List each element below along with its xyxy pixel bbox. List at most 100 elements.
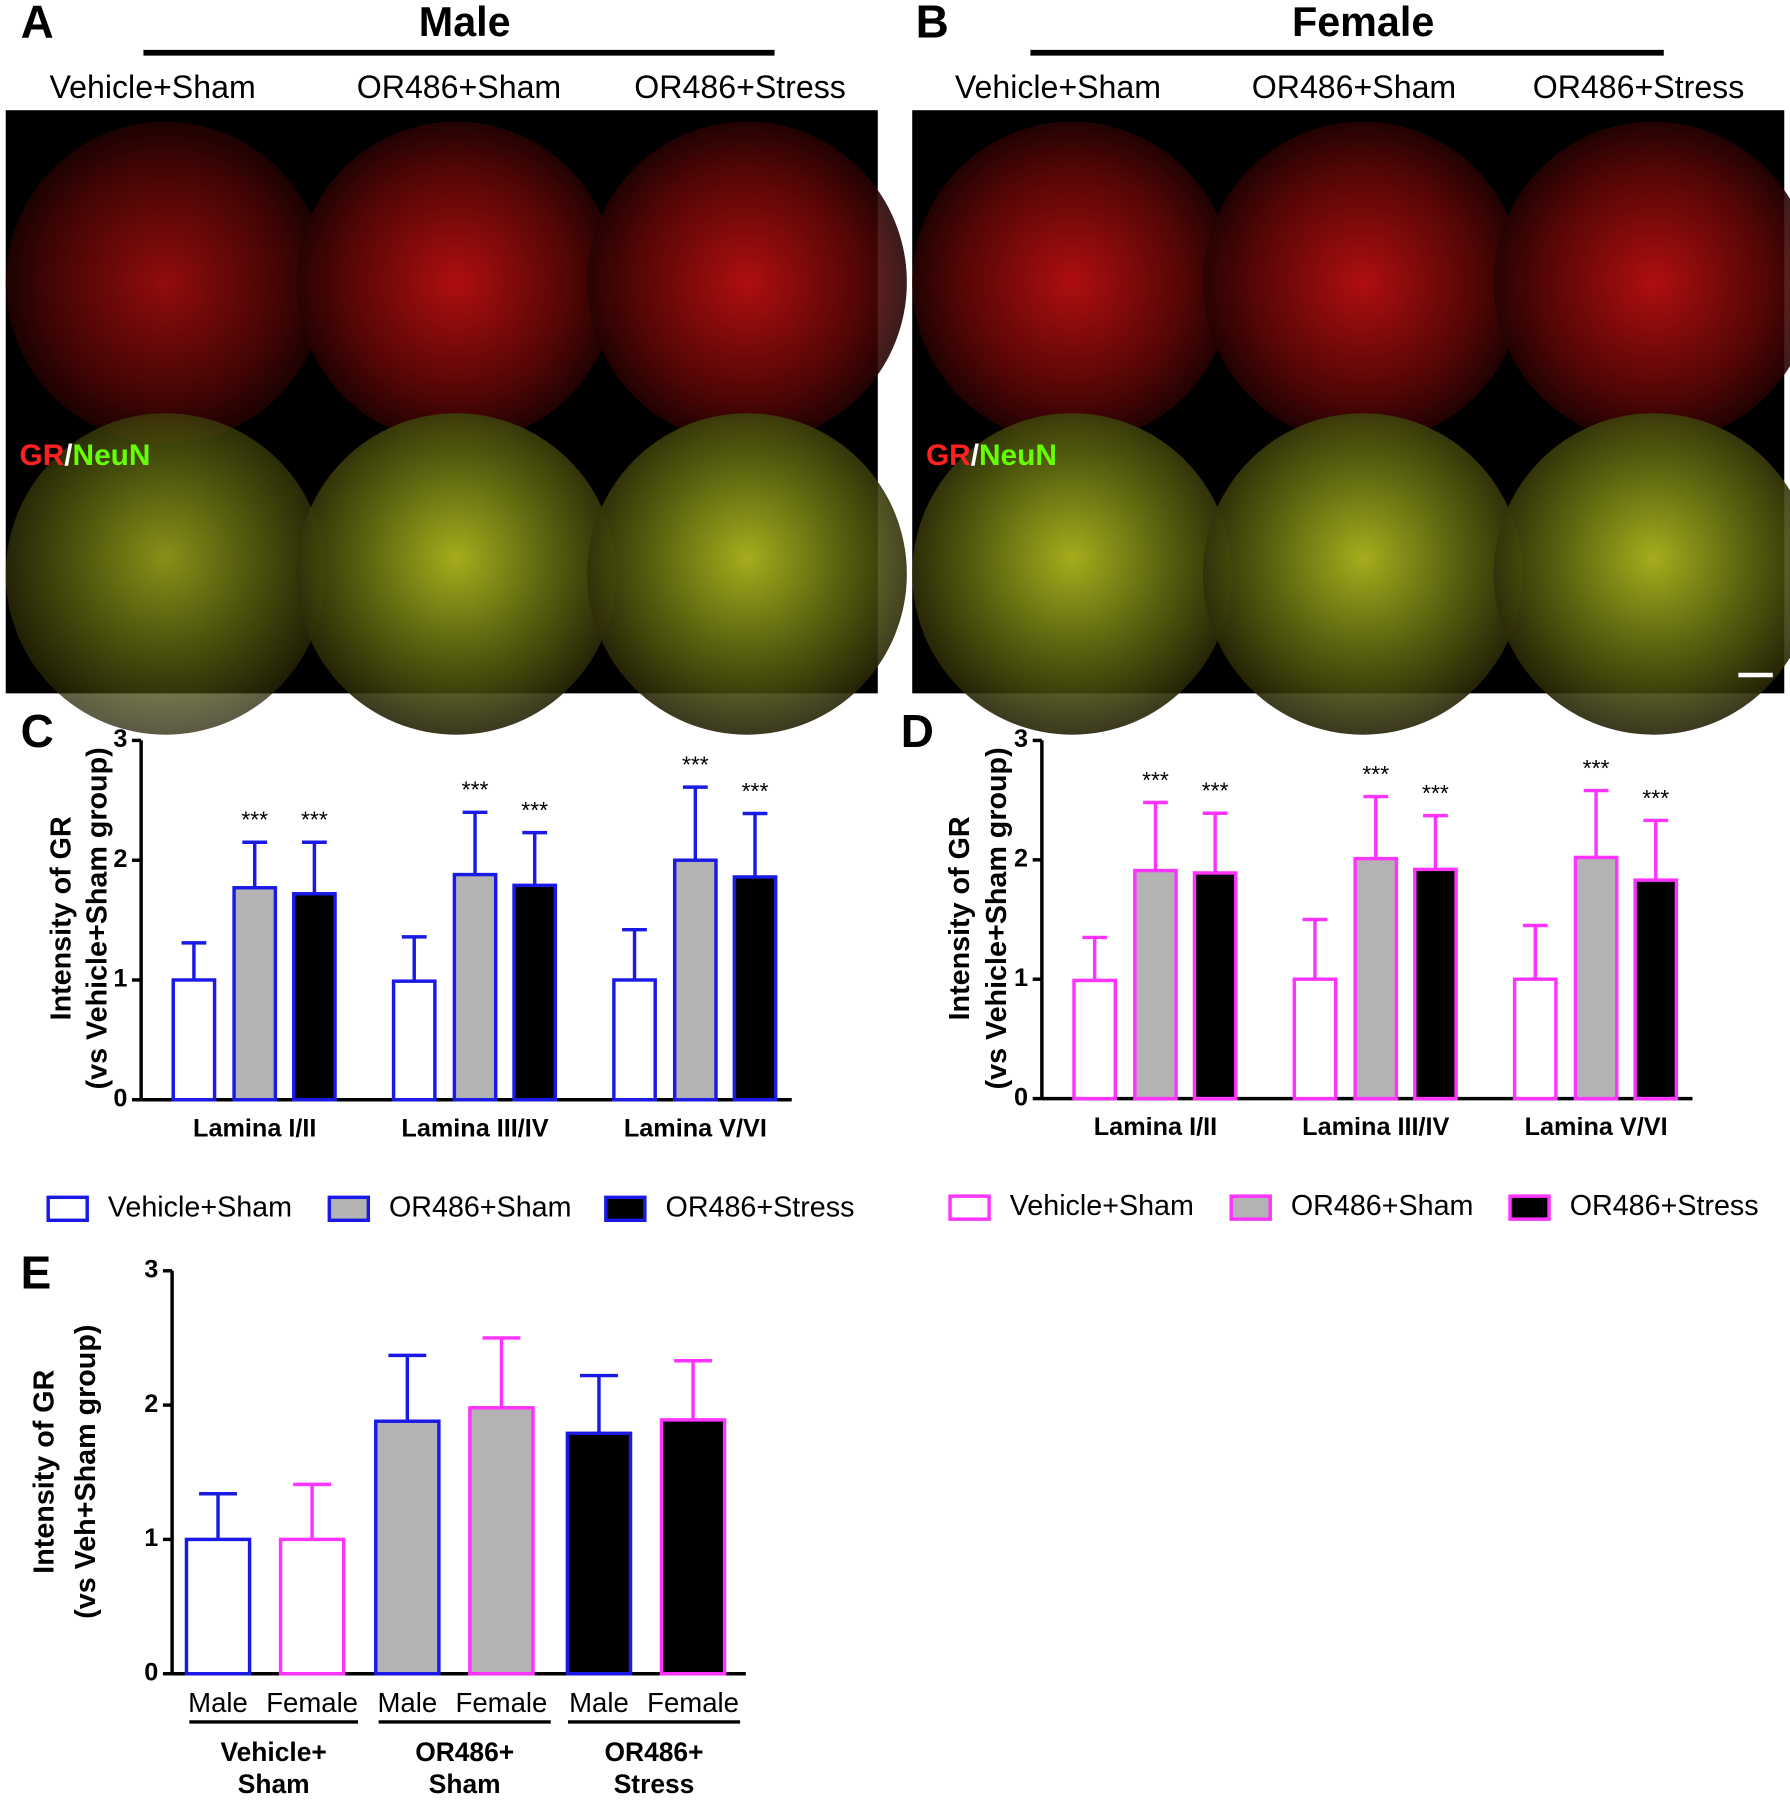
- stain-label-part: GR: [926, 439, 971, 472]
- bar: [672, 858, 718, 1102]
- x-tick-label: Lamina III/IV: [401, 1114, 548, 1142]
- bar: [184, 1537, 252, 1676]
- y-axis-label: (vs Vehicle+Sham group): [981, 747, 1013, 1089]
- bar: [612, 978, 657, 1102]
- significance-label: ***: [521, 797, 548, 823]
- y-axis-label: Intensity of GR: [46, 816, 78, 1020]
- legend-swatch: [1229, 1194, 1272, 1221]
- x-tick-label: Lamina V/VI: [624, 1114, 767, 1142]
- significance-label: ***: [1642, 785, 1669, 811]
- column-label: OR486+Stress: [634, 69, 846, 105]
- bar: [659, 1418, 727, 1676]
- micrograph-tissue: [587, 413, 907, 735]
- micrograph-tissue: [912, 413, 1232, 735]
- x-tick-label: Male: [378, 1687, 438, 1718]
- group-label: OR486+: [605, 1737, 704, 1767]
- significance-label: ***: [1583, 755, 1610, 781]
- significance-label: ***: [1202, 778, 1229, 804]
- significance-label: ***: [1422, 780, 1449, 806]
- bar: [1353, 856, 1399, 1101]
- legend-swatch: [46, 1195, 89, 1223]
- panel-title: Female: [1292, 0, 1434, 45]
- y-axis-label: (vs Veh+Sham group): [70, 1325, 102, 1619]
- significance-label: ***: [742, 778, 769, 804]
- x-tick-label: Female: [456, 1687, 548, 1718]
- bar: [1633, 878, 1679, 1101]
- column-label: OR486+Sham: [357, 69, 561, 105]
- stain-label-part: GR: [20, 439, 65, 472]
- column-label: OR486+Stress: [1533, 69, 1745, 105]
- legend-label: OR486+Stress: [666, 1191, 855, 1223]
- bar: [1072, 978, 1118, 1101]
- y-tick-label: 1: [144, 1524, 158, 1552]
- y-tick-label: 0: [113, 1084, 127, 1112]
- stain-label-part: NeuN: [73, 439, 151, 472]
- y-tick-label: 0: [1014, 1083, 1028, 1111]
- micrograph-tissue: [912, 121, 1232, 444]
- micrograph-tissue: [1202, 413, 1523, 735]
- bar: [1292, 977, 1338, 1101]
- x-tick-label: Lamina III/IV: [1302, 1113, 1449, 1141]
- micrograph-tissue: [5, 413, 326, 735]
- y-tick-label: 2: [144, 1390, 158, 1418]
- y-tick-label: 2: [113, 845, 127, 873]
- bar: [171, 978, 217, 1102]
- legend-label: Vehicle+Sham: [1010, 1190, 1194, 1222]
- group-label: Vehicle+: [221, 1737, 327, 1767]
- stain-label-part: NeuN: [979, 439, 1057, 472]
- x-tick-label: Female: [266, 1687, 358, 1718]
- panel-letter: E: [21, 1247, 52, 1299]
- legend-swatch: [327, 1195, 371, 1223]
- panel-letter: A: [21, 0, 54, 47]
- bar: [512, 883, 558, 1102]
- micrograph-tissue: [587, 121, 907, 444]
- bar: [278, 1537, 346, 1676]
- bar: [1512, 977, 1558, 1101]
- y-tick-label: 3: [144, 1255, 158, 1283]
- panel-title: Male: [419, 0, 511, 45]
- micrograph-tissue: [1493, 121, 1790, 444]
- bar: [391, 979, 437, 1102]
- significance-label: ***: [1362, 761, 1389, 787]
- significance-label: ***: [682, 752, 709, 778]
- x-tick-label: Male: [188, 1687, 248, 1718]
- group-label: OR486+: [415, 1737, 514, 1767]
- panel-letter: B: [916, 0, 949, 47]
- bar: [1133, 868, 1178, 1101]
- bar: [1413, 867, 1458, 1101]
- x-tick-label: Lamina I/II: [1094, 1113, 1217, 1141]
- stain-label-part: /: [971, 439, 979, 472]
- micrograph-tissue: [1493, 413, 1790, 735]
- bar: [732, 875, 778, 1102]
- significance-label: ***: [301, 807, 328, 833]
- legend-swatch: [1508, 1194, 1551, 1221]
- x-tick-label: Female: [647, 1687, 739, 1718]
- y-tick-label: 3: [1014, 725, 1028, 753]
- legend-label: OR486+Sham: [1291, 1190, 1474, 1222]
- significance-label: ***: [1142, 767, 1169, 793]
- bar: [468, 1406, 535, 1676]
- group-label: Sham: [429, 1769, 501, 1799]
- bar: [452, 872, 498, 1102]
- legend-swatch: [604, 1195, 647, 1223]
- stain-label-part: /: [64, 439, 72, 472]
- bar: [232, 886, 278, 1102]
- column-label: Vehicle+Sham: [49, 69, 255, 105]
- stain-label: GR: [20, 131, 65, 164]
- x-tick-label: Male: [569, 1687, 629, 1718]
- bar: [374, 1419, 441, 1676]
- micrograph-tissue: [296, 413, 617, 735]
- bar: [292, 892, 337, 1102]
- stain-label: GR/NeuN: [926, 439, 1057, 472]
- y-tick-label: 0: [144, 1658, 158, 1686]
- legend-label: OR486+Stress: [1570, 1190, 1759, 1222]
- x-tick-label: Lamina V/VI: [1525, 1113, 1668, 1141]
- x-tick-label: Lamina I/II: [193, 1114, 316, 1142]
- legend-label: Vehicle+Sham: [108, 1191, 292, 1223]
- column-label: OR486+Sham: [1252, 69, 1456, 105]
- y-axis-label: Intensity of GR: [944, 816, 976, 1020]
- legend-swatch: [948, 1194, 991, 1221]
- y-axis-label: (vs Vehicle+Sham group): [81, 747, 113, 1089]
